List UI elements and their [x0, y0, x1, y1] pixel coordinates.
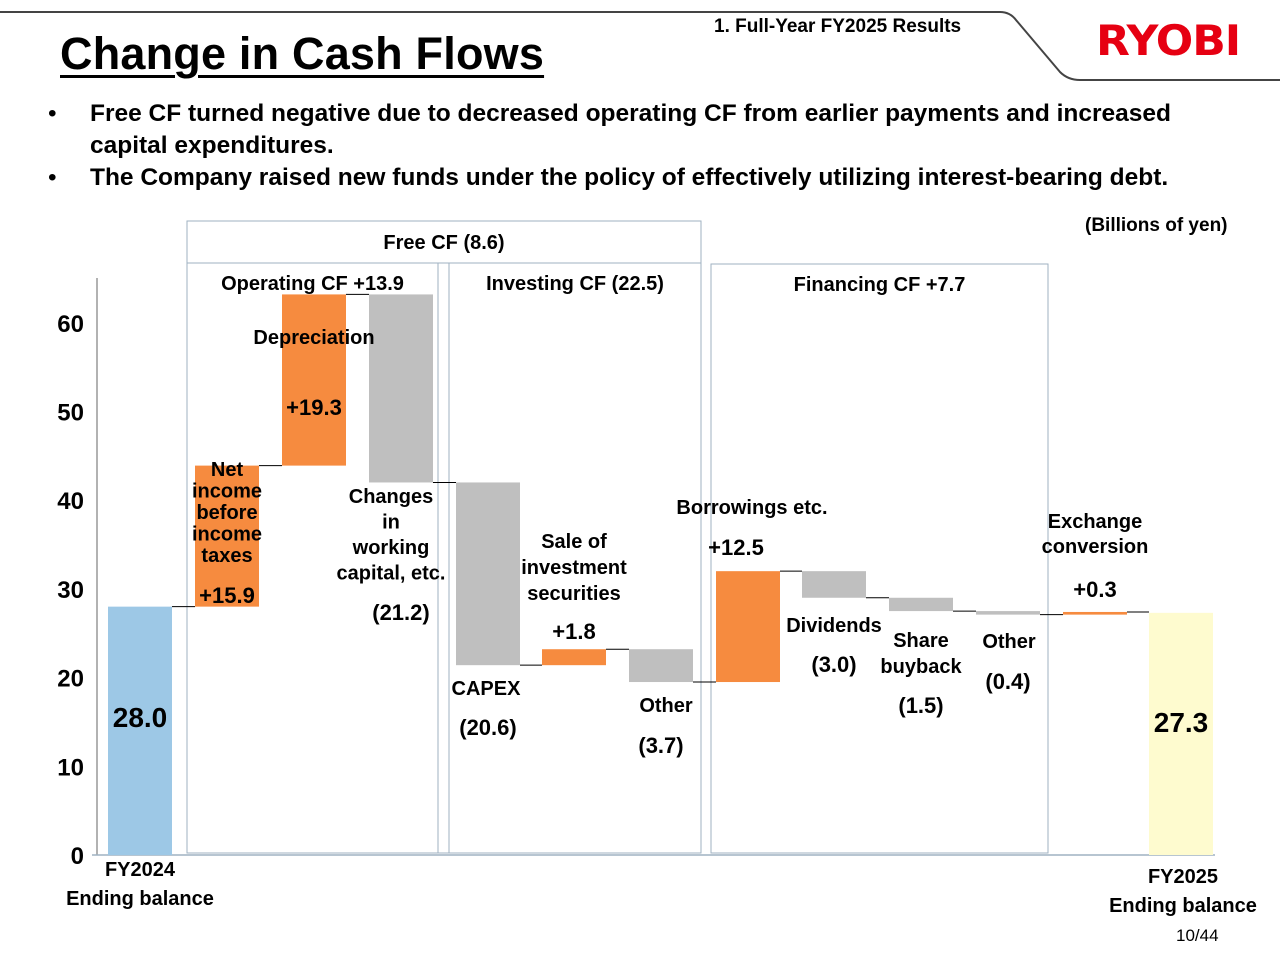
bar-borrowings [716, 571, 780, 683]
y-tick-label: 60 [57, 311, 84, 338]
step-label-share-buyback: Share [893, 630, 949, 652]
step-label-net-income: before [196, 502, 257, 524]
bar-fy2024 [108, 606, 172, 855]
value-label-exchange: +0.3 [1073, 577, 1116, 602]
value-label-investing-other: (3.7) [638, 733, 683, 758]
value-label-net-income: +15.9 [199, 583, 255, 608]
y-tick-label: 30 [57, 577, 84, 604]
step-label-share-buyback: buyback [880, 656, 962, 678]
operating-cf-group-box [186, 262, 439, 854]
bar-net-income [195, 465, 259, 607]
bullet-item: • Free CF turned negative due to decreas… [48, 98, 1248, 162]
step-label-sale-securities: securities [527, 583, 620, 605]
financing-cf-group-box [710, 263, 1049, 854]
page-title: Change in Cash Flows [60, 28, 545, 79]
step-label-sale-securities: investment [521, 557, 627, 579]
bar-share-buyback [889, 597, 953, 612]
bullet-glyph: • [48, 100, 57, 127]
page-number: 10/44 [1176, 926, 1219, 945]
step-label-exchange: Exchange [1048, 511, 1142, 533]
header-decoration [0, 11, 1280, 81]
bar-dividends [802, 571, 866, 598]
step-label-exchange: conversion [1042, 536, 1149, 558]
value-label-working-capital: (21.2) [372, 600, 429, 625]
value-label-fy2024: 28.0 [113, 702, 168, 733]
step-label-fy2024: FY2024 [105, 859, 176, 881]
bullet-glyph: • [48, 164, 57, 191]
step-label-capex: CAPEX [452, 678, 522, 700]
step-label-depreciation: Depreciation [253, 327, 374, 349]
step-label-fy2025: FY2025 [1148, 866, 1218, 888]
y-tick-label: 0 [71, 843, 84, 870]
bullet-text: The Company raised new funds under the p… [90, 164, 1169, 191]
value-label-borrowings: +12.5 [708, 535, 764, 560]
step-label-borrowings: Borrowings etc. [676, 497, 827, 519]
bar-exchange [1063, 611, 1127, 615]
investing-cf-group-label: Investing CF (22.5) [486, 273, 664, 295]
bar-financing-other [976, 611, 1040, 615]
step-label-net-income: income [192, 524, 262, 546]
investing-cf-group-box [448, 262, 702, 854]
y-tick-label: 10 [57, 754, 84, 781]
step-label-net-income: income [192, 481, 262, 503]
step-label-financing-other: Other [982, 631, 1036, 653]
financing-cf-group-label: Financing CF +7.7 [794, 274, 966, 296]
summary-bullets: • Free CF turned negative due to decreas… [48, 98, 1248, 194]
value-label-share-buyback: (1.5) [898, 693, 943, 718]
bar-investing-other [629, 649, 693, 683]
bar-depreciation [282, 294, 346, 466]
header-rule-line [0, 11, 1280, 81]
section-label: 1. Full-Year FY2025 Results [714, 16, 962, 37]
value-label-fy2025: 27.3 [1154, 707, 1209, 738]
units-label: (Billions of yen) [1085, 215, 1228, 236]
step-label-investing-other: Other [639, 695, 693, 717]
bar-working-capital [369, 294, 433, 483]
step-label-working-capital: capital, etc. [337, 563, 446, 585]
step-label-net-income: taxes [201, 545, 252, 567]
y-tick-label: 40 [57, 488, 84, 515]
operating-cf-group-label: Operating CF +13.9 [221, 273, 404, 295]
ryobi-logo: RYOBI [1096, 16, 1241, 65]
step-label-dividends: Dividends [786, 615, 882, 637]
step-label-fy2025: Ending balance [1109, 895, 1257, 917]
value-label-financing-other: (0.4) [985, 669, 1030, 694]
value-label-capex: (20.6) [459, 715, 516, 740]
bullet-text: Free CF turned negative due to decreased… [90, 100, 1172, 159]
value-label-sale-securities: +1.8 [552, 619, 595, 644]
free-cf-group-label: Free CF (8.6) [383, 232, 504, 254]
bullet-item: • The Company raised new funds under the… [48, 162, 1248, 194]
y-tick-label: 50 [57, 400, 84, 427]
bar-capex [456, 482, 520, 666]
value-label-depreciation: +19.3 [286, 395, 342, 420]
step-label-sale-securities: Sale of [541, 531, 607, 553]
bar-fy2025 [1149, 612, 1213, 855]
y-tick-label: 20 [57, 666, 84, 693]
bar-sale-securities [542, 649, 606, 666]
step-label-net-income: Net [211, 459, 244, 481]
value-label-dividends: (3.0) [811, 652, 856, 677]
step-label-working-capital: working [352, 537, 430, 559]
step-label-working-capital: in [382, 512, 400, 534]
step-label-fy2024: Ending balance [66, 888, 214, 910]
step-label-working-capital: Changes [349, 486, 433, 508]
